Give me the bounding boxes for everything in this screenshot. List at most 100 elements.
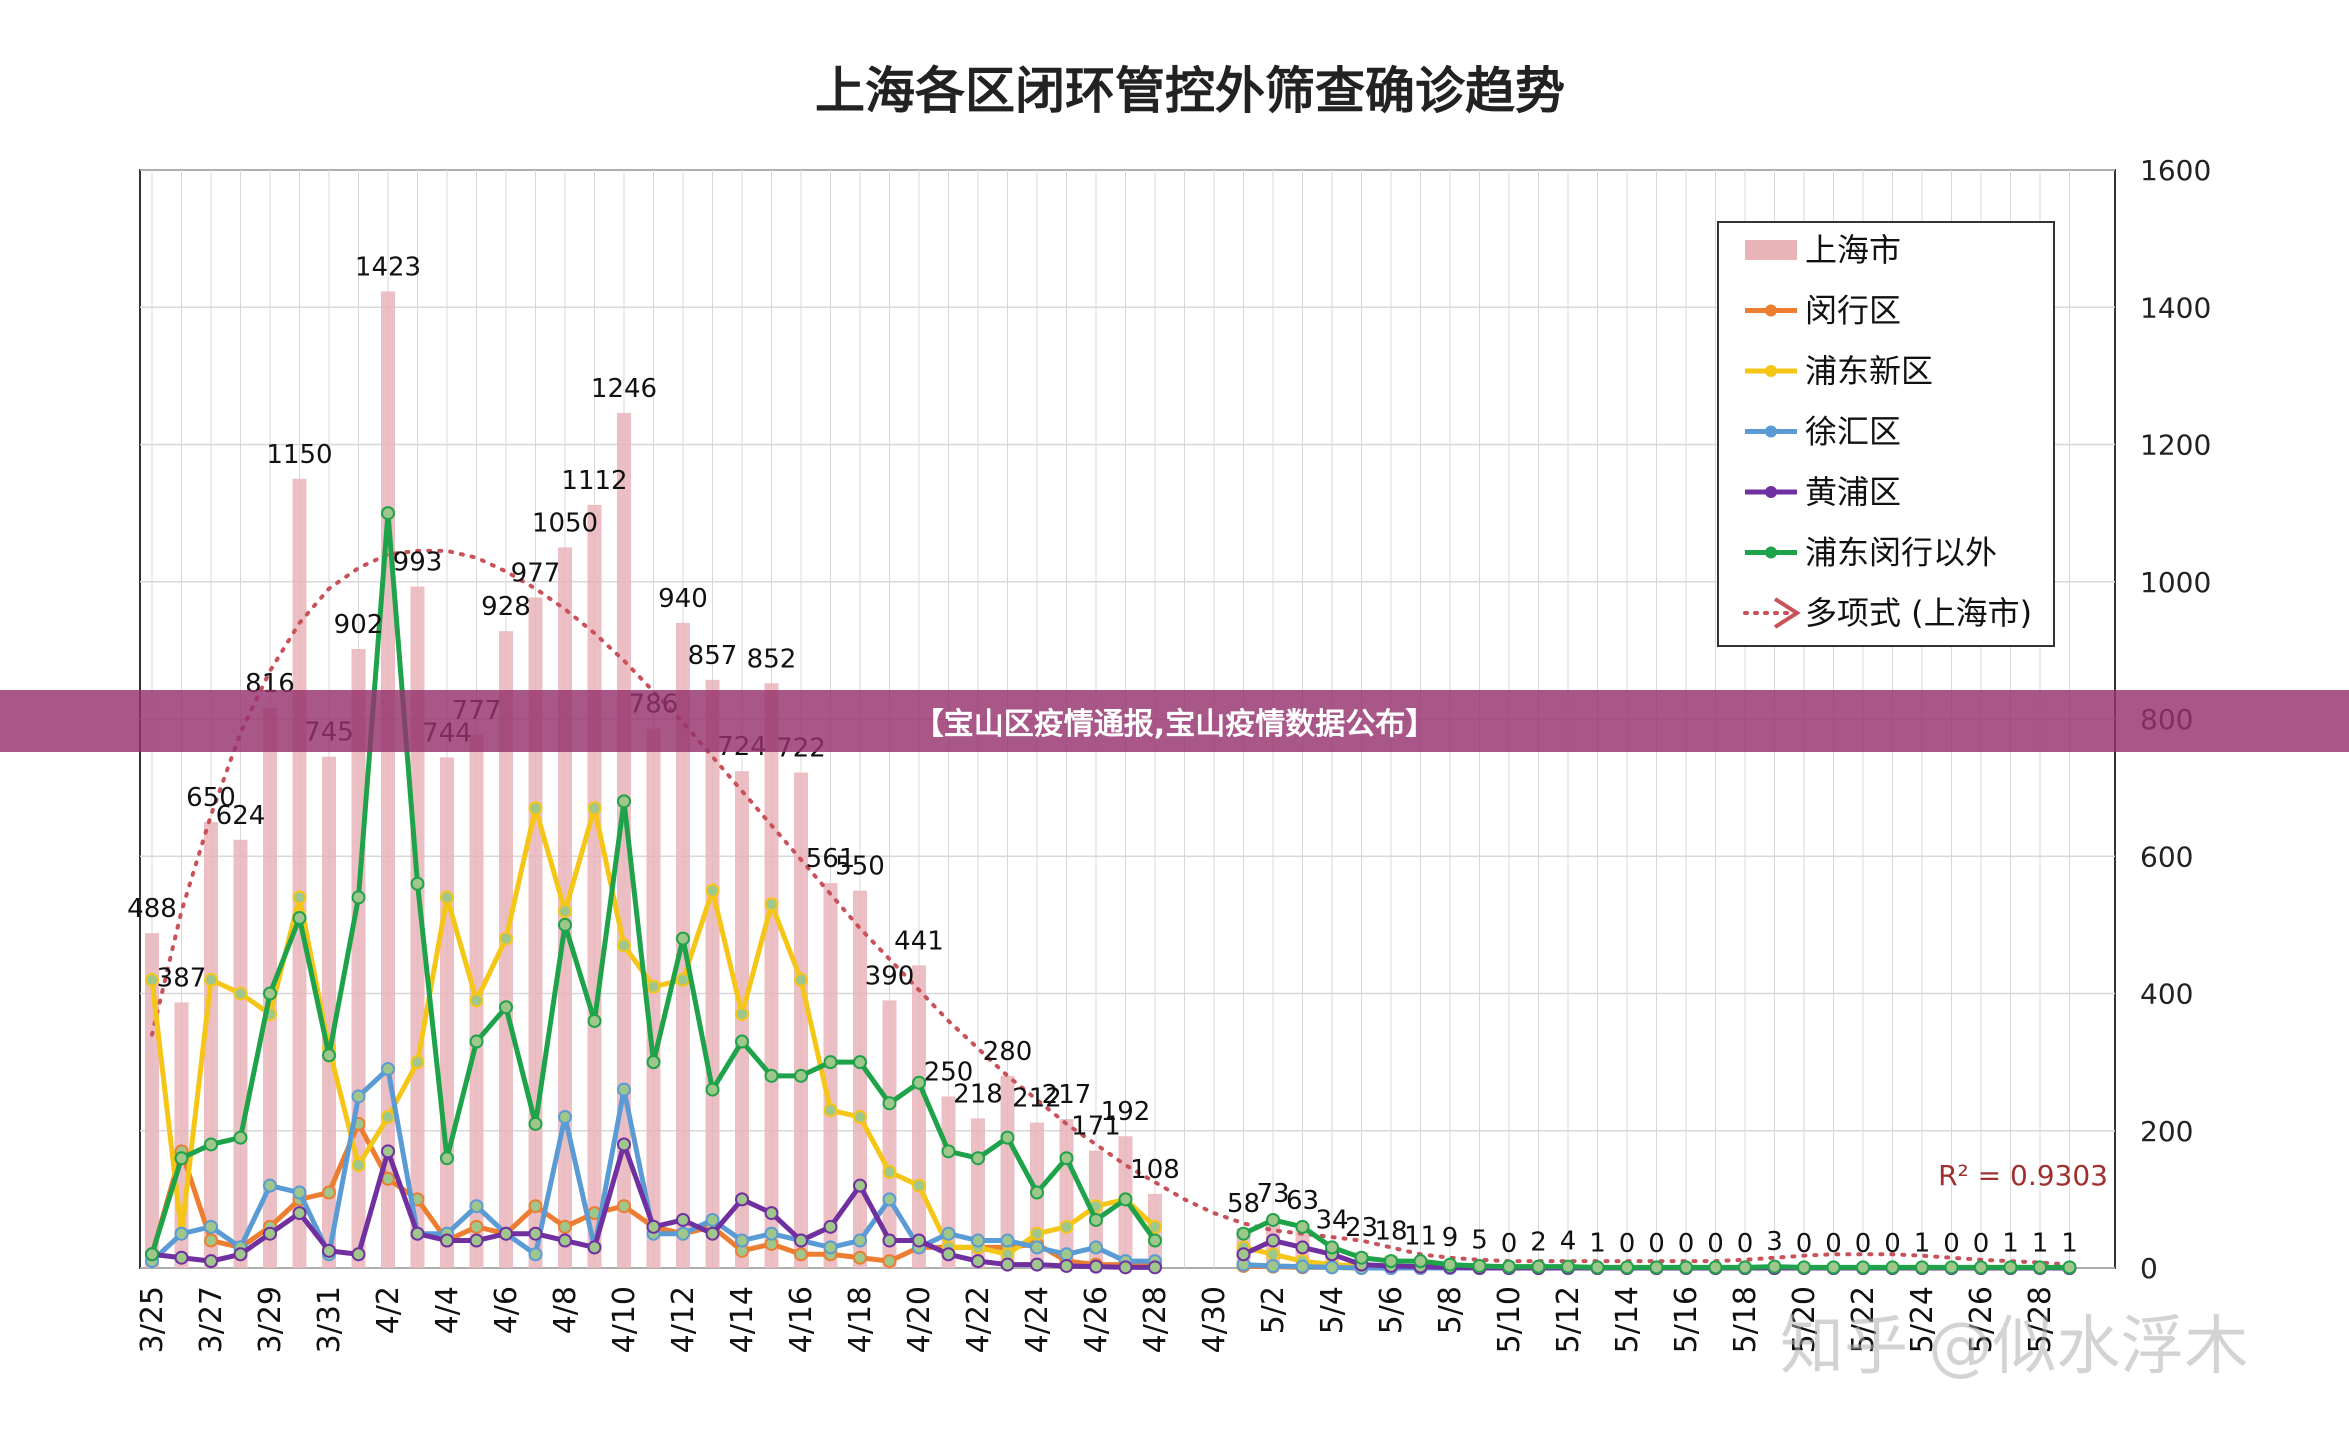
bar xyxy=(233,839,248,1268)
bar-data-label: 1423 xyxy=(355,252,421,282)
series-point xyxy=(1148,1233,1162,1248)
series-point xyxy=(617,938,631,953)
series-point xyxy=(292,911,307,926)
series-point xyxy=(1059,1219,1074,1234)
series-point xyxy=(971,1151,985,1166)
series-point xyxy=(1531,1259,1546,1274)
series-point xyxy=(1826,1260,1841,1275)
x-tick-label: 3/29 xyxy=(253,1286,288,1353)
bar xyxy=(617,412,631,1268)
series-point xyxy=(1590,1260,1605,1275)
x-tick-label: 5/18 xyxy=(1728,1286,1763,1353)
series-point xyxy=(1649,1260,1664,1275)
series-point xyxy=(735,1233,749,1248)
series-point xyxy=(499,931,513,946)
series-point xyxy=(204,1233,218,1248)
legend-label: 黄浦区 xyxy=(1805,473,1901,511)
series-point xyxy=(617,1199,631,1214)
x-tick-label: 4/10 xyxy=(607,1286,642,1353)
series-point xyxy=(705,1226,720,1241)
x-tick-label: 4/6 xyxy=(489,1286,524,1334)
series-point xyxy=(1000,1257,1015,1272)
series-point xyxy=(558,904,572,919)
series-point xyxy=(676,1226,690,1241)
series-point xyxy=(1000,1233,1015,1248)
series-point xyxy=(440,1233,454,1248)
series-point xyxy=(823,1219,838,1234)
x-tick-label: 4/22 xyxy=(961,1286,996,1353)
series-point xyxy=(1354,1250,1369,1265)
series-point xyxy=(410,1055,425,1070)
bar-data-label: 34 xyxy=(1315,1206,1348,1236)
bar-data-label: 0 xyxy=(1943,1229,1960,1259)
banner: 【宝山区疫情通报,宝山疫情数据公布】 xyxy=(0,690,2349,752)
series-point xyxy=(322,1048,336,1063)
chart-title: 上海各区闭环管控外筛查确诊趋势 xyxy=(815,62,1565,120)
series-point xyxy=(823,1103,838,1118)
x-tick-label: 4/26 xyxy=(1079,1286,1114,1353)
series-point xyxy=(1295,1259,1310,1274)
x-tick-label: 4/24 xyxy=(1020,1286,1055,1353)
series-point xyxy=(1089,1259,1103,1274)
r-squared-label: R² = 0.9303 xyxy=(1938,1159,2108,1192)
series-point xyxy=(263,1226,277,1241)
bar-data-label: 1246 xyxy=(591,374,657,404)
series-point xyxy=(1974,1260,1988,1275)
series-point xyxy=(351,1158,366,1173)
bar-data-label: 1150 xyxy=(266,440,332,470)
legend-swatch-marker xyxy=(1765,365,1777,377)
x-tick-label: 4/16 xyxy=(784,1286,819,1353)
series-point xyxy=(587,1013,602,1028)
y-tick-label: 1400 xyxy=(2140,291,2211,324)
bar-data-label: 857 xyxy=(688,641,738,671)
bar-data-label: 4 xyxy=(1560,1226,1577,1256)
bar xyxy=(499,631,513,1268)
bar-data-label: 0 xyxy=(1737,1229,1754,1259)
bar-data-label: 0 xyxy=(1884,1229,1901,1259)
x-tick-label: 4/14 xyxy=(725,1286,760,1353)
series-point xyxy=(794,1247,808,1262)
series-point xyxy=(1000,1130,1015,1145)
series-point xyxy=(853,1110,867,1125)
series-point xyxy=(558,1233,572,1248)
series-point xyxy=(1059,1247,1074,1262)
line-series-浦东闵行以外 xyxy=(145,506,2077,1275)
series-point xyxy=(912,1233,926,1248)
bar-data-label: 1 xyxy=(1914,1228,1931,1258)
y-tick-label: 0 xyxy=(2140,1252,2158,1285)
legend-swatch-arrow xyxy=(1773,597,1801,629)
y-tick-label: 1600 xyxy=(2140,154,2211,187)
bar-data-label: 852 xyxy=(747,644,797,674)
series-point xyxy=(676,931,690,946)
bar xyxy=(322,756,336,1268)
bar-data-label: 624 xyxy=(216,801,266,831)
x-tick-label: 5/4 xyxy=(1315,1286,1350,1334)
series-point xyxy=(646,979,661,994)
series-point xyxy=(705,1212,720,1227)
y-tick-label: 200 xyxy=(2140,1115,2193,1148)
bar-data-label: 0 xyxy=(1973,1229,1990,1259)
series-point xyxy=(1030,1240,1044,1255)
bar xyxy=(292,478,307,1268)
series-point xyxy=(469,1199,484,1214)
bar xyxy=(646,728,661,1268)
bar xyxy=(823,883,838,1268)
y-tick-label: 1000 xyxy=(2140,566,2211,599)
series-point xyxy=(1797,1260,1811,1275)
series-point xyxy=(292,1185,307,1200)
series-point xyxy=(322,1185,336,1200)
series-point xyxy=(2062,1260,2077,1275)
series-point xyxy=(1148,1219,1162,1234)
series-point xyxy=(1089,1212,1103,1227)
bar-data-label: 550 xyxy=(835,852,885,882)
series-point xyxy=(912,1178,926,1193)
series-point xyxy=(1738,1260,1752,1275)
series-point xyxy=(558,1110,572,1125)
series-point xyxy=(646,1055,661,1070)
bar-data-label: 5 xyxy=(1471,1226,1488,1256)
legend-label: 徐汇区 xyxy=(1805,413,1901,451)
series-point xyxy=(1059,1258,1074,1273)
bar xyxy=(705,679,720,1268)
series-point xyxy=(1236,1247,1251,1262)
